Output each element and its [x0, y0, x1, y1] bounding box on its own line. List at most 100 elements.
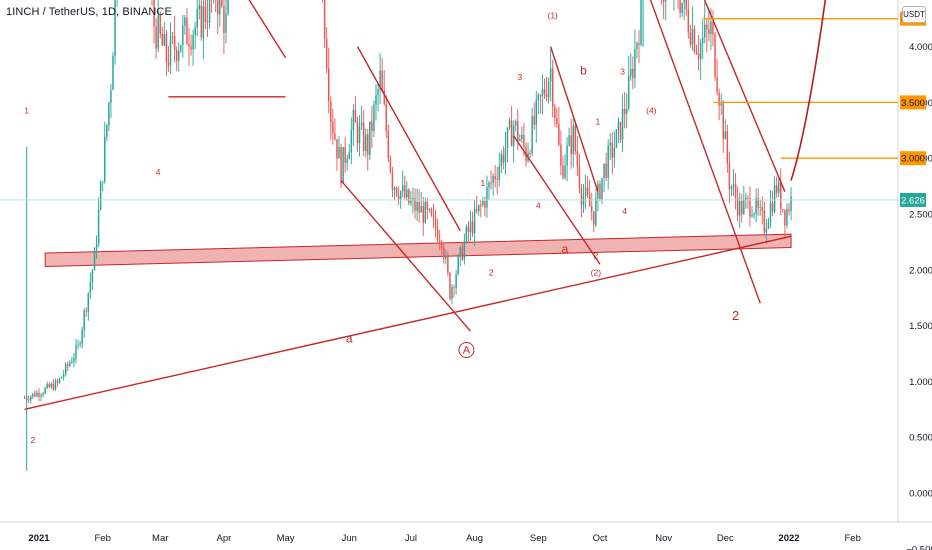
candle [418, 189, 420, 223]
candle [332, 108, 334, 145]
trend-line [248, 0, 287, 59]
candle-body [556, 117, 558, 125]
candle [681, 2, 683, 17]
candle-body [194, 27, 196, 35]
candle [391, 166, 394, 198]
candle [175, 46, 178, 72]
candle-body [188, 44, 190, 47]
candle [504, 131, 507, 175]
candle-body [99, 182, 102, 210]
candle-body [77, 344, 79, 346]
candle [354, 96, 357, 123]
candle-body [171, 36, 174, 37]
candle-body [36, 392, 38, 397]
candle-body [377, 89, 379, 96]
candle-body [455, 274, 457, 288]
candle-body [755, 197, 757, 214]
candle [387, 124, 390, 163]
candle [593, 211, 595, 233]
candle-body [741, 200, 743, 214]
candle-body [494, 176, 496, 180]
candle-body [591, 206, 593, 212]
wave-label: 1 [480, 178, 485, 188]
candle [469, 210, 472, 241]
candle-body [543, 89, 546, 95]
candle-body [664, 0, 667, 2]
x-tick-label: Mar [152, 533, 168, 544]
candle [564, 154, 566, 180]
candle-body [457, 256, 459, 275]
candle [438, 229, 441, 251]
candle [99, 180, 102, 211]
candle [747, 195, 749, 209]
candle-body [416, 201, 418, 211]
candle [605, 152, 607, 182]
wave-label-circle [458, 342, 475, 358]
candle [543, 78, 546, 99]
candle-body [734, 184, 737, 198]
candle-body [87, 293, 90, 312]
candle [188, 27, 190, 66]
candle [706, 19, 708, 53]
candle-body [204, 6, 207, 22]
candle [451, 284, 453, 305]
candle-body [716, 77, 718, 93]
candle-body [523, 134, 525, 147]
candle-body [765, 228, 768, 233]
candle-body [401, 185, 404, 192]
candle [517, 109, 519, 151]
candle [56, 378, 59, 387]
candle [529, 149, 531, 159]
candle-body [500, 154, 503, 167]
candle [477, 204, 480, 216]
candle [755, 188, 757, 223]
candle-body [340, 147, 342, 184]
candle-body [691, 28, 694, 45]
candle [510, 105, 513, 147]
candle [514, 119, 517, 132]
candle [541, 74, 544, 115]
candle [114, 0, 116, 65]
candle-body [32, 393, 34, 397]
candle [685, 0, 687, 16]
candle-body [338, 147, 340, 159]
candle-body [714, 34, 716, 78]
candle [73, 352, 75, 368]
x-tick-label: Aug [466, 533, 483, 544]
candle [494, 164, 496, 188]
candle-body [184, 17, 186, 26]
wave-label: b [580, 64, 587, 78]
candle-body [767, 221, 770, 229]
candle-body [753, 213, 755, 215]
candle-body [708, 29, 710, 34]
candle [743, 185, 745, 216]
candle-body [475, 208, 478, 211]
candle [728, 151, 731, 204]
candle [155, 18, 157, 59]
candle [48, 382, 51, 388]
wave-label: a [346, 331, 353, 345]
candle [506, 127, 509, 163]
candle-body [44, 387, 46, 394]
candle [765, 219, 768, 244]
candle-body [367, 134, 369, 155]
candle [89, 272, 92, 300]
candle-body [699, 43, 702, 60]
candle-body [749, 198, 751, 217]
candle-body [412, 198, 414, 201]
candle [58, 377, 61, 384]
candle [699, 38, 702, 80]
current-price-label: 2.626 [901, 195, 925, 206]
currency-button[interactable]: USDT [902, 6, 926, 23]
candle [533, 102, 535, 130]
x-tick-label: Sep [530, 533, 547, 544]
candle-body [480, 204, 482, 206]
candle [196, 0, 198, 37]
candle [322, 0, 324, 3]
candle [716, 58, 718, 96]
candle [373, 100, 375, 138]
candle [186, 8, 188, 45]
candle [480, 199, 482, 218]
